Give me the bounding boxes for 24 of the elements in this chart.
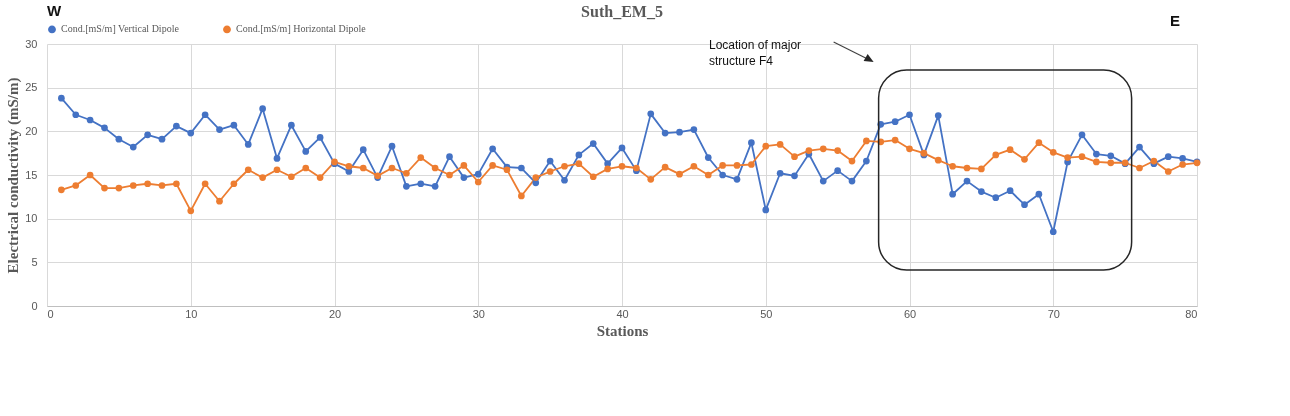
text: E: [1170, 12, 1181, 29]
y-tick-label: 25: [25, 81, 38, 94]
x-tick-label: 10: [185, 307, 198, 320]
x-tick-label: 20: [328, 307, 342, 320]
y-tick-label: 0: [31, 299, 38, 312]
y-tick-label: 30: [25, 37, 38, 50]
text: W: [47, 2, 62, 19]
x-tick-label: 30: [472, 307, 485, 320]
y-tick-label: 10: [25, 212, 38, 225]
x-tick-label: 80: [1185, 307, 1198, 320]
y-axis-title: Electrical conductivity (mS/m): [5, 77, 23, 274]
x-tick-label: 0: [47, 307, 54, 320]
x-tick-label: 60: [903, 307, 917, 320]
x-tick-label: 40: [616, 307, 629, 320]
x-axis-title: Stations: [596, 322, 649, 339]
y-tick-label: 5: [31, 255, 38, 268]
y-tick-label: 20: [25, 124, 38, 137]
y-tick-label: 15: [25, 168, 38, 181]
x-tick-label: 70: [1047, 307, 1060, 320]
x-tick-label: 50: [760, 307, 773, 320]
legend-label: Cond.[mS/m] Vertical Dipole: [61, 23, 180, 35]
legend-label: Cond.[mS/m] Horizontal Dipole: [236, 23, 367, 35]
chart-title: Suth_EM_5: [581, 3, 663, 20]
annotation: Location of major structure F4: [709, 38, 803, 70]
